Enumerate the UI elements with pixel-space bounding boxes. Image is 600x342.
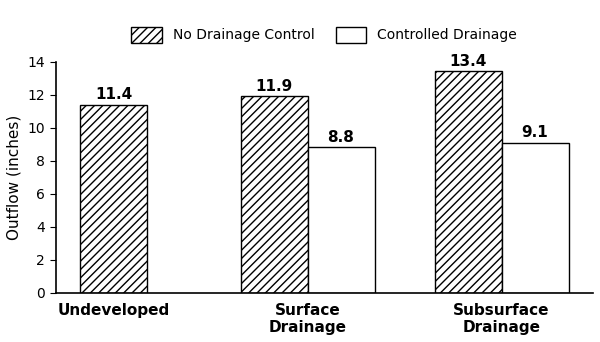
Text: 9.1: 9.1 (522, 125, 548, 140)
Bar (241, 96, 308, 293)
Text: 13.4: 13.4 (449, 54, 487, 69)
Text: 11.9: 11.9 (256, 79, 293, 94)
Y-axis label: Outflow (inches): Outflow (inches) (7, 115, 22, 240)
Text: 11.4: 11.4 (95, 87, 132, 102)
Bar (434, 71, 502, 293)
Bar (502, 143, 569, 293)
Bar (80, 105, 147, 293)
Bar (308, 147, 374, 293)
Legend: No Drainage Control, Controlled Drainage: No Drainage Control, Controlled Drainage (131, 27, 517, 43)
Text: 8.8: 8.8 (328, 130, 355, 145)
